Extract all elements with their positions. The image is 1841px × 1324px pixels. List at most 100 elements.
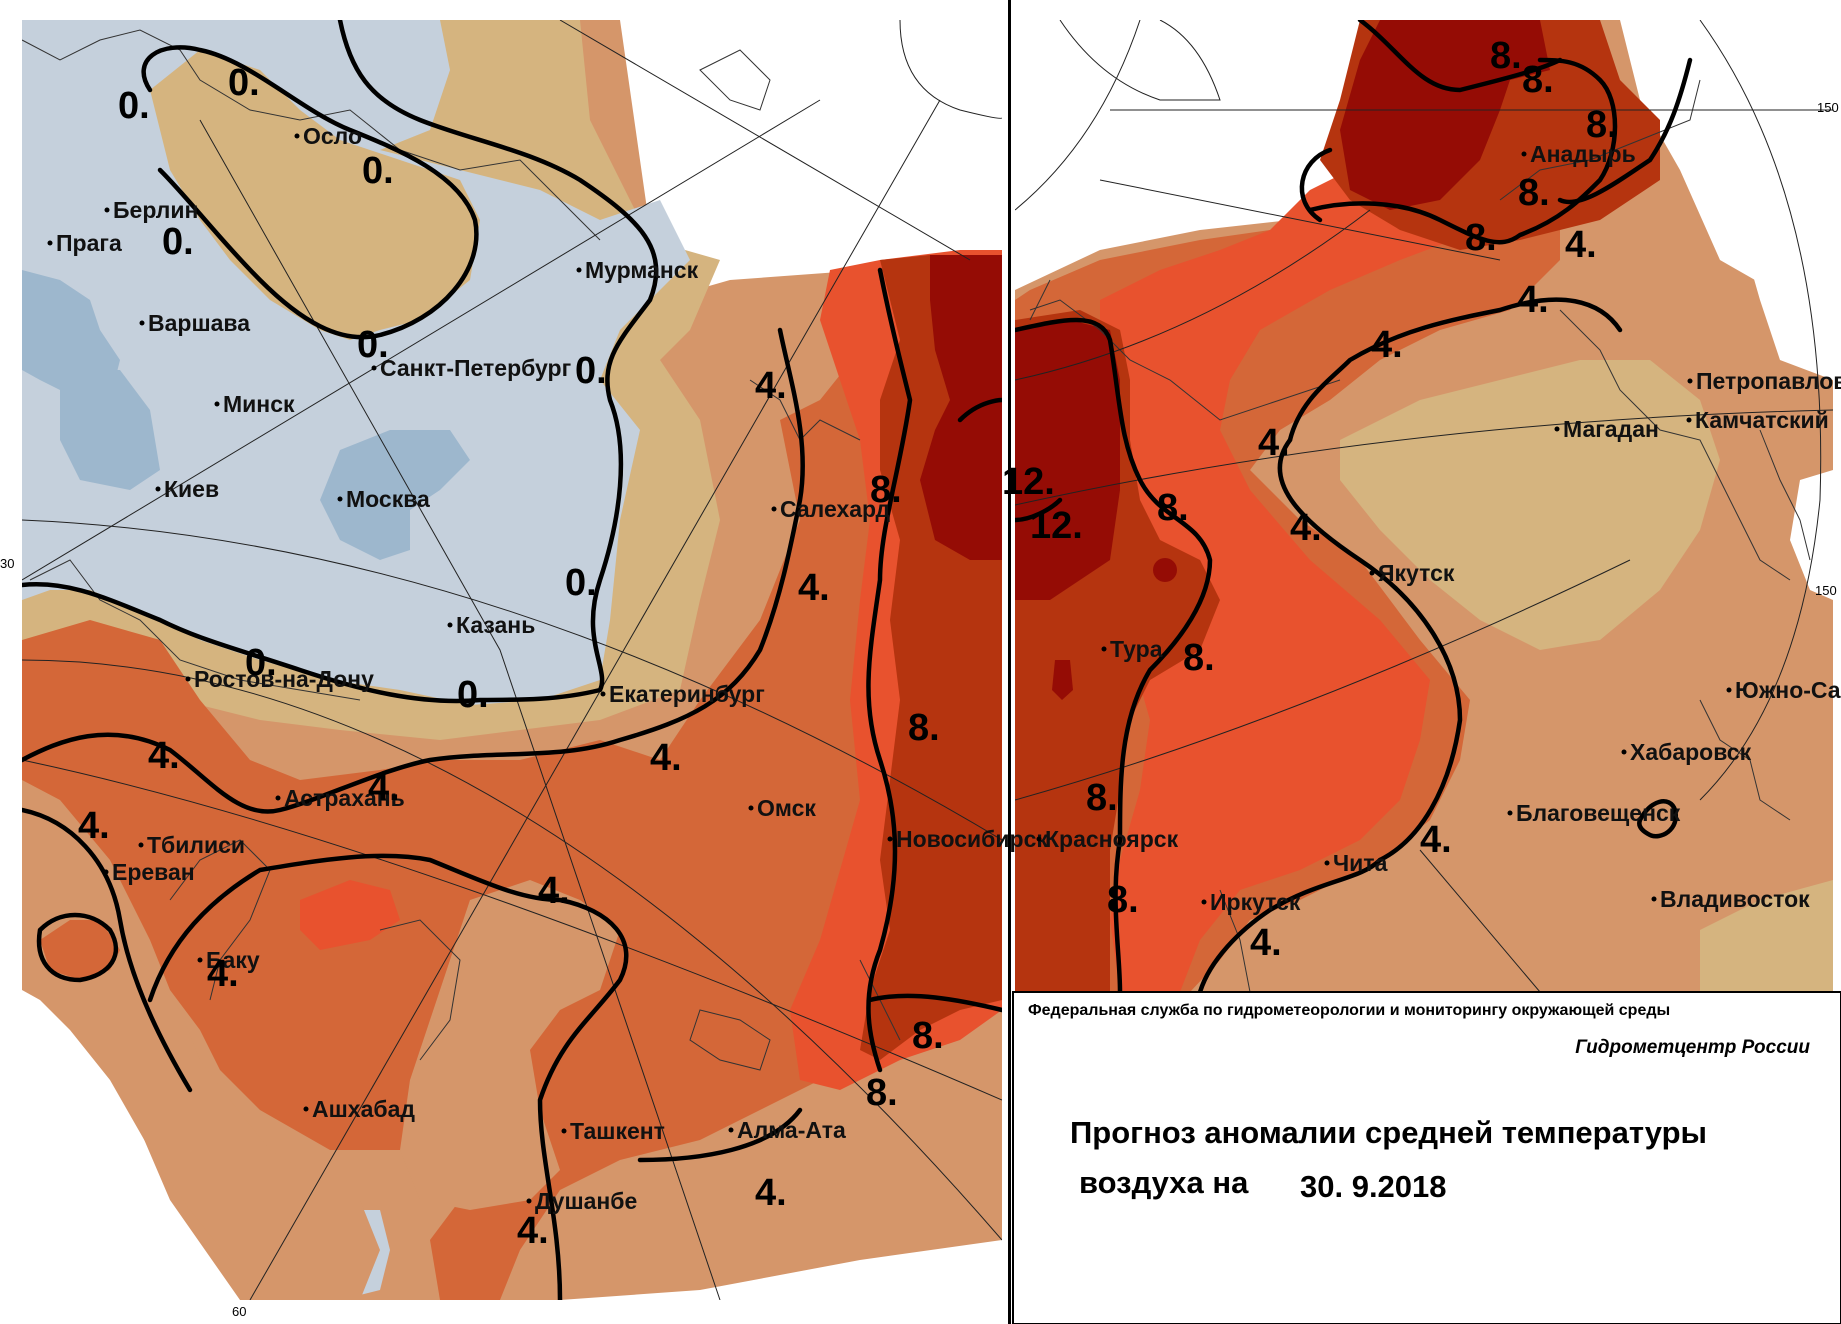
title-line2: воздуха на — [1079, 1165, 1249, 1200]
right-isoline-label: 8. — [1086, 777, 1118, 819]
right-isoline-label: 8. — [1183, 637, 1215, 679]
city-dot — [1521, 151, 1527, 157]
city-label: Салехард — [780, 496, 891, 522]
left-isoline-label: 4. — [368, 767, 400, 809]
left-isoline-label: 4. — [517, 1210, 549, 1252]
city-dot — [1651, 896, 1657, 902]
city-kiev: Киев — [155, 476, 219, 502]
city-label: Ташкент — [570, 1118, 665, 1144]
city-label: Тбилиси — [147, 832, 245, 858]
left-isoline-label: 4. — [78, 805, 110, 847]
left-isoline-label: 4. — [755, 1172, 787, 1214]
graticule-label: 150 — [1817, 100, 1839, 115]
title-line1: Прогноз аномалии средней температуры — [1070, 1115, 1707, 1150]
forecast-date: 30. 9.2018 — [1300, 1169, 1447, 1204]
city-dot — [138, 842, 144, 848]
city-yuzhno: Южно-Сахалинск — [1726, 677, 1841, 703]
city-dot — [1621, 749, 1627, 755]
right-isoline-label: 4. — [1420, 819, 1452, 861]
city-spb: Санкт-Петербург — [371, 355, 571, 381]
left-cities: Осло Берлин Прага Варшава Мурманск Санкт-Пете… — [47, 123, 1048, 1214]
city-dot — [214, 401, 220, 407]
info-panel: Федеральная служба по гидрометеорологии … — [1012, 991, 1841, 1324]
city-chita: Чита — [1324, 850, 1388, 876]
city-salekhard: Салехард — [771, 496, 891, 522]
left-isoline-label: 4. — [650, 737, 682, 779]
city-erevan: Ереван — [103, 859, 195, 885]
grid-labels: 30 60 150 150 — [0, 100, 1839, 1319]
city-label: Омск — [757, 795, 816, 821]
city-dot — [600, 691, 606, 697]
right-isoline-label: 4. — [1250, 922, 1282, 964]
left-isoline-label: 8. — [912, 1015, 944, 1057]
left-isoline-label: 8. — [870, 469, 902, 511]
left-isoline-label: 0. — [118, 85, 150, 127]
left-isoline-label: 4. — [755, 365, 787, 407]
right-map — [1015, 20, 1833, 992]
left-isoline-label: 0. — [575, 350, 607, 392]
city-label: Алма-Ата — [737, 1117, 846, 1143]
city-baku: Баку — [197, 947, 260, 973]
city-tbilisi: Тбилиси — [138, 832, 245, 858]
city-label: Осло — [303, 123, 362, 149]
city-berlin: Берлин — [104, 197, 198, 223]
right-isoline-label: 8. — [1157, 487, 1189, 529]
city-dot — [47, 240, 53, 246]
city-yakutsk: Якутск — [1369, 560, 1455, 586]
city-label: Прага — [56, 230, 122, 256]
city-dot — [155, 486, 161, 492]
right-isoline-label: 12. — [1002, 461, 1055, 503]
city-label: Владивосток — [1660, 886, 1810, 912]
right-isoline-label: 4. — [1517, 279, 1549, 321]
city-label: Якутск — [1378, 560, 1455, 586]
city-dot — [139, 320, 145, 326]
agency-name: Федеральная служба по гидрометеорологии … — [1028, 1002, 1670, 1019]
city-dot — [1687, 378, 1693, 384]
city-dot — [197, 957, 203, 963]
city-dot — [748, 805, 754, 811]
city-label: Новосибирск — [896, 826, 1048, 852]
city-ashkhabad: Ашхабад — [303, 1096, 415, 1122]
left-isoline-label: 8. — [908, 707, 940, 749]
left-isoline-label: 0. — [565, 562, 597, 604]
city-dot — [561, 1128, 567, 1134]
city-ekaterinburg: Екатеринбург — [600, 681, 765, 707]
center-name: Гидрометцентр России — [1575, 1037, 1810, 1058]
city-label: Минск — [223, 391, 295, 417]
city-dot — [275, 795, 281, 801]
city-almaata: Алма-Ата — [728, 1117, 846, 1143]
city-kazan: Казань — [447, 612, 535, 638]
city-label: Анадырь — [1530, 141, 1636, 167]
right-isoline-label: 4. — [1565, 224, 1597, 266]
left-isoline-label: 4. — [538, 870, 570, 912]
graticule-label: 30 — [0, 556, 14, 571]
city-krasnoyarsk: Красноярск — [1036, 826, 1179, 852]
city-magadan: Магадан — [1554, 416, 1659, 442]
city-label: Ашхабад — [312, 1096, 415, 1122]
left-isoline-label: 4. — [148, 735, 180, 777]
right-isoline-label: 8. — [1586, 104, 1618, 146]
right-isoline-label: 4. — [1371, 324, 1403, 366]
city-dushanbe: Душанбе — [526, 1188, 637, 1214]
city-dot — [371, 365, 377, 371]
city-dot — [447, 622, 453, 628]
city-label: Ереван — [112, 859, 195, 885]
city-label: Петропавловск — [1696, 368, 1841, 394]
right-isoline-label: 8. — [1465, 217, 1497, 259]
city-varshava: Варшава — [139, 310, 250, 336]
city-label: Тура — [1110, 636, 1163, 662]
city-dot — [185, 676, 191, 682]
city-label: Камчатский — [1695, 407, 1829, 433]
city-dot — [1036, 836, 1042, 842]
right-isoline-label: 8. — [1107, 879, 1139, 921]
city-tura: Тура — [1101, 636, 1163, 662]
right-isoline-label: 8. — [1518, 172, 1550, 214]
city-label: Астрахань — [284, 785, 405, 811]
left-isoline-label: 4. — [798, 567, 830, 609]
right-isoline-label: 12. — [1030, 505, 1083, 547]
city-label: Благовещенск — [1516, 800, 1681, 826]
city-label: Баку — [206, 947, 260, 973]
left-isolabels: 0. 0. 0. 0. 0. 0. 0. 0. 0. 4. 4. 4. 4. 4. 4. 4. 4. 4. 4. 8.… — [78, 62, 944, 1252]
city-novosibirsk: Новосибирск — [887, 826, 1048, 852]
